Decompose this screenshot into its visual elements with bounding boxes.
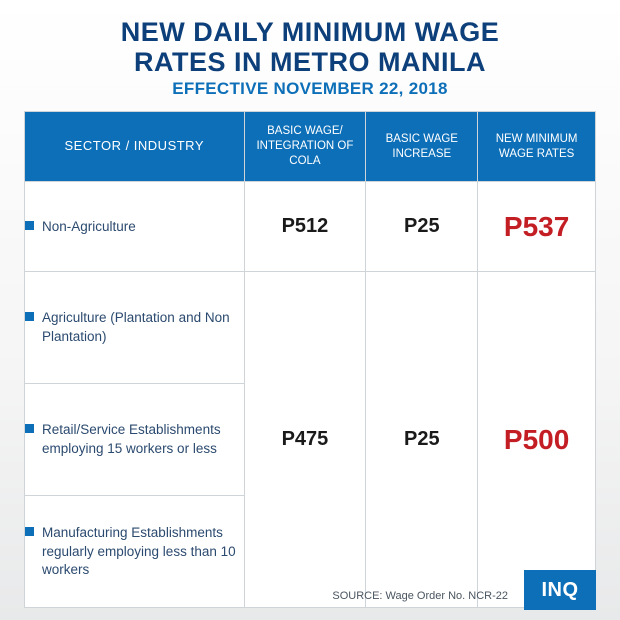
bullet-icon: [25, 527, 34, 536]
col-header-basic-wage: BASIC WAGE/ INTEGRATION OF COLA: [244, 112, 366, 182]
basic-wage-value-group: P475: [244, 272, 366, 608]
sector-item: Agriculture (Plantation and Non Plantati…: [25, 309, 244, 345]
sector-label: Retail/Service Establishments employing …: [42, 421, 244, 457]
source-text: SOURCE: Wage Order No. NCR-22: [332, 590, 508, 602]
sector-cell-retail: Retail/Service Establishments employing …: [25, 384, 245, 496]
inq-logo: INQ: [524, 570, 596, 610]
main-title: NEW DAILY MINIMUM WAGE RATES IN METRO MA…: [24, 18, 596, 77]
new-rate-value-group: P500: [478, 272, 596, 608]
sector-cell-agri: Agriculture (Plantation and Non Plantati…: [25, 272, 245, 384]
new-rate-value: P537: [478, 182, 596, 272]
table-row: Agriculture (Plantation and Non Plantati…: [25, 272, 596, 384]
sector-cell-non-agri: Non-Agriculture: [25, 182, 245, 272]
title-line-2: RATES IN METRO MANILA: [134, 47, 486, 77]
basic-wage-value: P512: [244, 182, 366, 272]
table-header-row: SECTOR / INDUSTRY BASIC WAGE/ INTEGRATIO…: [25, 112, 596, 182]
sector-item: Non-Agriculture: [25, 218, 244, 236]
col-header-new-rate: NEW MINIMUM WAGE RATES: [478, 112, 596, 182]
effective-date: EFFECTIVE NOVEMBER 22, 2018: [24, 79, 596, 99]
infographic-container: NEW DAILY MINIMUM WAGE RATES IN METRO MA…: [0, 0, 620, 620]
title-line-1: NEW DAILY MINIMUM WAGE: [121, 17, 500, 47]
footer: SOURCE: Wage Order No. NCR-22 INQ: [0, 568, 620, 620]
bullet-icon: [25, 312, 34, 321]
wage-table: SECTOR / INDUSTRY BASIC WAGE/ INTEGRATIO…: [24, 111, 596, 608]
bullet-icon: [25, 424, 34, 433]
increase-value-group: P25: [366, 272, 478, 608]
col-header-sector: SECTOR / INDUSTRY: [25, 112, 245, 182]
sector-item: Retail/Service Establishments employing …: [25, 421, 244, 457]
bullet-icon: [25, 221, 34, 230]
increase-value: P25: [366, 182, 478, 272]
table-row: Non-Agriculture P512 P25 P537: [25, 182, 596, 272]
sector-label: Non-Agriculture: [42, 218, 136, 236]
col-header-increase: BASIC WAGE INCREASE: [366, 112, 478, 182]
sector-label: Agriculture (Plantation and Non Plantati…: [42, 309, 244, 345]
